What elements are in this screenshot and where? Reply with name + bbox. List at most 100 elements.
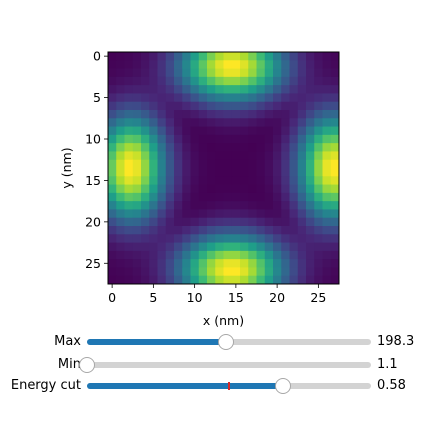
heatmap-cell	[174, 192, 183, 202]
heatmap-cell	[231, 85, 241, 94]
heatmap-cell	[190, 159, 200, 169]
slider-energy-cut-track[interactable]	[87, 378, 371, 394]
heatmap-cell	[165, 143, 175, 152]
y-tick-label: 0	[93, 49, 101, 64]
heatmap-cell	[108, 250, 117, 260]
heatmap-cell	[190, 101, 200, 111]
heatmap-cell	[314, 192, 323, 202]
heatmap-cell	[108, 101, 117, 111]
heatmap-cell	[149, 168, 158, 177]
slider-energy-cut-value: 0.58	[377, 378, 406, 393]
slider-energy-cut-handle[interactable]	[274, 378, 291, 394]
heatmap-cell	[157, 93, 167, 103]
slider-min-track[interactable]	[79, 357, 371, 373]
heatmap-cell	[165, 159, 175, 169]
heatmap-cell	[248, 110, 257, 119]
heatmap-cell	[273, 110, 282, 119]
heatmap-cell	[207, 68, 216, 78]
heatmap-cell	[215, 68, 224, 78]
heatmap-cell	[289, 85, 299, 94]
heatmap-cell	[198, 201, 208, 210]
slider-energy-cut: Energy cut 0.58	[0, 376, 436, 396]
heatmap-cell	[165, 209, 175, 219]
heatmap-cell	[306, 201, 315, 210]
heatmap-cell	[116, 93, 125, 103]
heatmap-cell	[306, 242, 315, 252]
heatmap-cell	[207, 192, 216, 202]
heatmap-cell	[165, 93, 175, 103]
heatmap-cell	[223, 68, 233, 78]
heatmap-cell	[306, 126, 315, 136]
heatmap-cell	[297, 275, 307, 285]
heatmap-cell	[281, 192, 290, 202]
heatmap-cell	[182, 201, 191, 210]
heatmap-cell	[157, 250, 167, 260]
heatmap-cell	[149, 192, 158, 202]
heatmap-cell	[165, 151, 175, 161]
heatmap-cell	[207, 250, 216, 260]
heatmap-cell	[264, 134, 274, 144]
heatmap-cell	[215, 275, 224, 285]
heatmap-cell	[198, 60, 208, 69]
heatmap-cell	[149, 259, 158, 268]
heatmap-cell	[264, 151, 274, 161]
heatmap-cell	[141, 151, 150, 161]
heatmap-cell	[132, 250, 142, 260]
heatmap-cell	[207, 201, 216, 210]
heatmap-cell	[256, 60, 266, 69]
heatmap-cell	[322, 192, 332, 202]
heatmap-cell	[314, 126, 323, 136]
heatmap-cell	[322, 267, 332, 277]
heatmap-cell	[289, 250, 299, 260]
heatmap-cell	[264, 234, 274, 243]
heatmap-cell	[108, 76, 117, 86]
heatmap-cell	[330, 101, 340, 111]
heatmap-cell	[223, 184, 233, 194]
heatmap-cell	[174, 259, 183, 268]
heatmap-cell	[182, 52, 191, 61]
heatmap-cell	[240, 234, 249, 243]
heatmap-cell	[256, 209, 266, 219]
heatmap-cell	[289, 267, 299, 277]
heatmap-cell	[207, 168, 216, 177]
heatmap-cell	[256, 68, 266, 78]
heatmap-cell	[124, 250, 134, 260]
heatmap-cell	[108, 118, 117, 127]
heatmap-cell	[165, 192, 175, 202]
heatmap-cell	[215, 52, 224, 61]
heatmap-cell	[124, 85, 134, 94]
heatmap-cell	[182, 159, 191, 169]
slider-max: Max 198.3	[0, 332, 436, 352]
heatmap-cell	[306, 68, 315, 78]
heatmap-cell	[132, 143, 142, 152]
heatmap-cell	[124, 134, 134, 144]
heatmap-cell	[240, 168, 249, 177]
slider-min-handle[interactable]	[79, 357, 95, 373]
heatmap-cell	[141, 143, 150, 152]
heatmap-cell	[223, 151, 233, 161]
heatmap-cell	[132, 209, 142, 219]
heatmap-cell	[124, 60, 134, 69]
heatmap-cell	[322, 151, 332, 161]
heatmap-cell	[231, 209, 241, 219]
y-tick-label: 10	[85, 132, 101, 147]
slider-max-handle[interactable]	[218, 334, 235, 350]
heatmap-cell	[108, 184, 117, 194]
heatmap-cell	[124, 93, 134, 103]
heatmap-cell	[207, 118, 216, 127]
heatmap-cell	[231, 192, 241, 202]
heatmap-cell	[281, 275, 290, 285]
heatmap-cell	[149, 151, 158, 161]
slider-max-track[interactable]	[87, 334, 371, 350]
x-tick-label: 20	[269, 290, 285, 305]
heatmap-cell	[231, 68, 241, 78]
heatmap-cell	[182, 217, 191, 227]
heatmap-cell	[289, 259, 299, 268]
x-axis-label: x (nm)	[203, 313, 244, 328]
heatmap-cell	[231, 250, 241, 260]
heatmap-cell	[231, 126, 241, 136]
heatmap-cell	[306, 176, 315, 185]
heatmap-cell	[157, 259, 167, 268]
heatmap-cell	[231, 60, 241, 69]
heatmap-cell	[174, 217, 183, 227]
